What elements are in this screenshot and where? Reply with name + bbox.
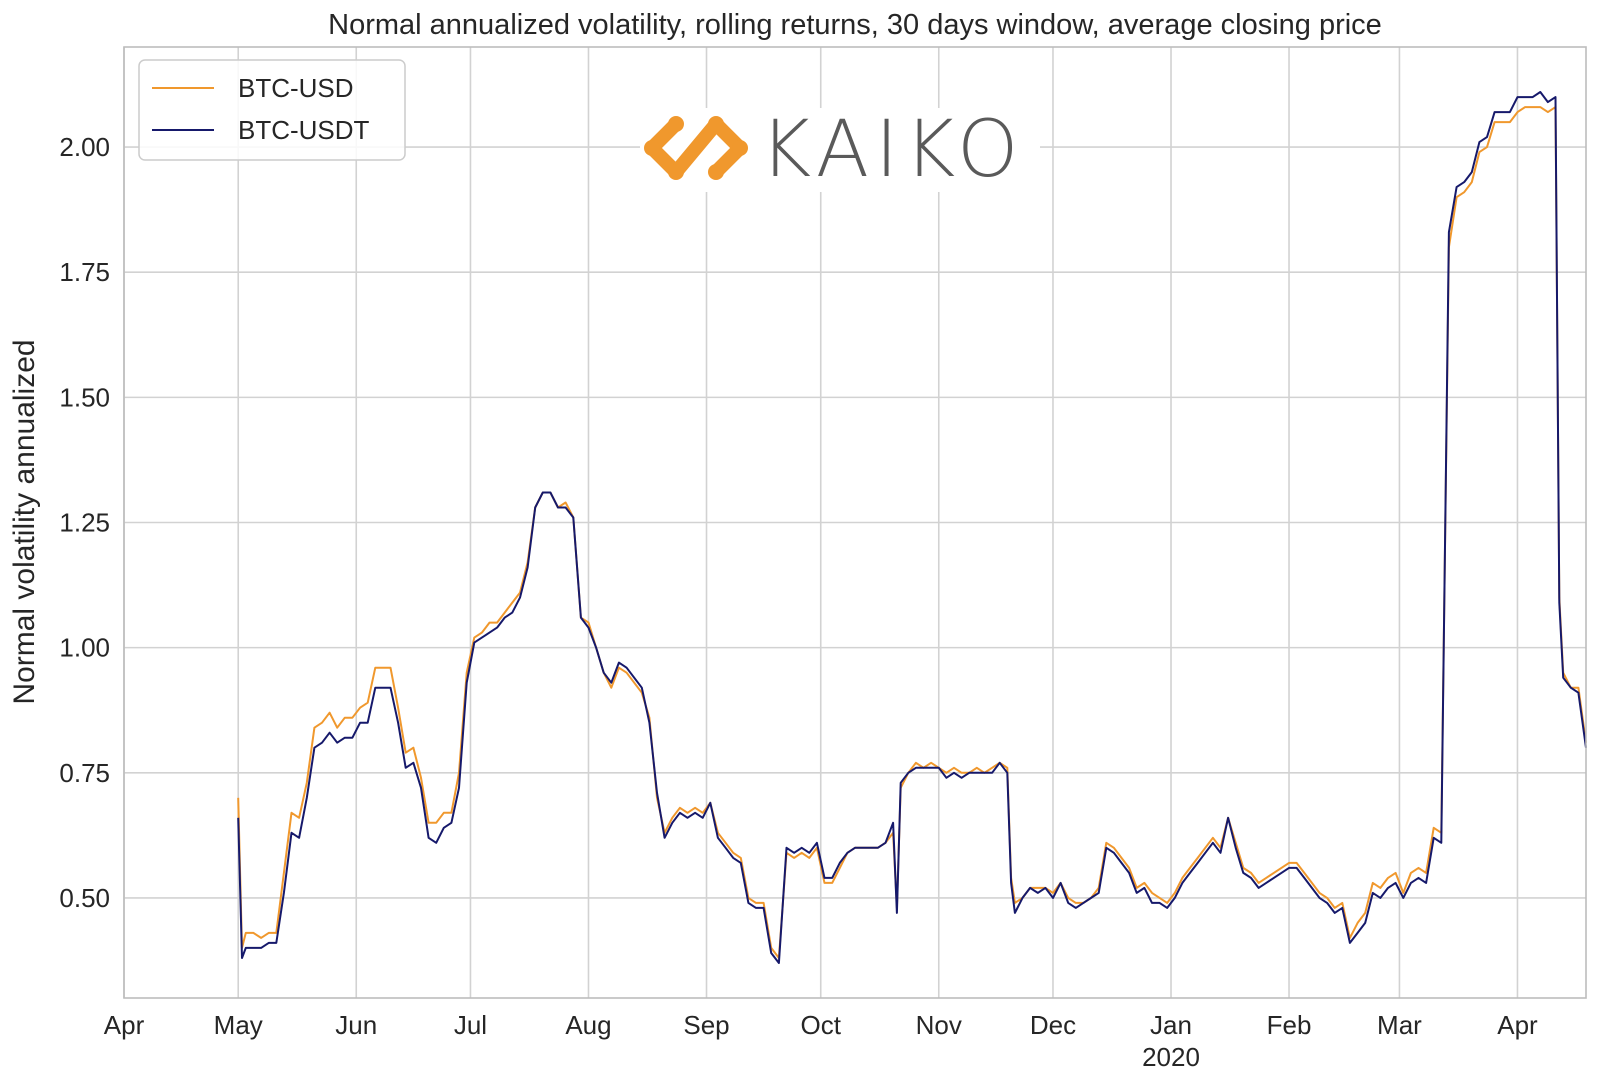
x-tick-label: Mar	[1377, 1010, 1422, 1040]
x-tick-label: Nov	[916, 1010, 962, 1040]
x-tick-label: Jun	[335, 1010, 377, 1040]
legend-label-btc-usdt: BTC-USDT	[238, 115, 370, 145]
y-tick-label: 1.25	[59, 508, 110, 538]
y-tick-labels: 0.50 0.75 1.00 1.25 1.50 1.75 2.00	[59, 132, 110, 913]
y-tick-label: 1.75	[59, 257, 110, 287]
legend-box	[138, 59, 406, 161]
legend: BTC-USD BTC-USDT	[138, 59, 406, 161]
x-tick-label: Apr	[1497, 1010, 1538, 1040]
x-tick-label: Dec	[1030, 1010, 1076, 1040]
y-axis-label: Normal volatility annualized	[8, 339, 41, 704]
x-tick-label: Jan	[1150, 1010, 1192, 1040]
y-tick-label: 2.00	[59, 132, 110, 162]
kaiko-logo-text: KAIKO	[760, 105, 1024, 195]
y-tick-label: 0.75	[59, 758, 110, 788]
x-tick-label: Aug	[565, 1010, 611, 1040]
series-line-btc-usd	[237, 106, 1587, 959]
x-tick-label: Feb	[1267, 1010, 1312, 1040]
x-tick-label: May	[214, 1010, 263, 1040]
x-tick-label: Jul	[454, 1010, 487, 1040]
kaiko-logo: KAIKO	[640, 105, 1040, 195]
plot-frame	[123, 46, 1587, 999]
legend-label-btc-usd: BTC-USD	[238, 73, 354, 103]
series-line-btc-usdt	[237, 91, 1587, 964]
y-tick-label: 0.50	[59, 883, 110, 913]
y-tick-label: 1.00	[59, 633, 110, 663]
series-lines	[237, 91, 1587, 964]
y-tick-label: 1.50	[59, 382, 110, 412]
kaiko-logo-dots	[644, 116, 748, 180]
chart-title: Normal annualized volatility, rolling re…	[328, 9, 1382, 41]
gridlines	[123, 47, 1586, 998]
x-year-label: 2020	[1142, 1042, 1200, 1072]
x-tick-label: Apr	[104, 1010, 145, 1040]
x-tick-label: Oct	[801, 1010, 842, 1040]
x-tick-label: Sep	[683, 1010, 729, 1040]
x-tick-labels: Apr May Jun Jul Aug Sep Oct Nov Dec Jan Feb Mar Apr 2…	[104, 1010, 1538, 1072]
